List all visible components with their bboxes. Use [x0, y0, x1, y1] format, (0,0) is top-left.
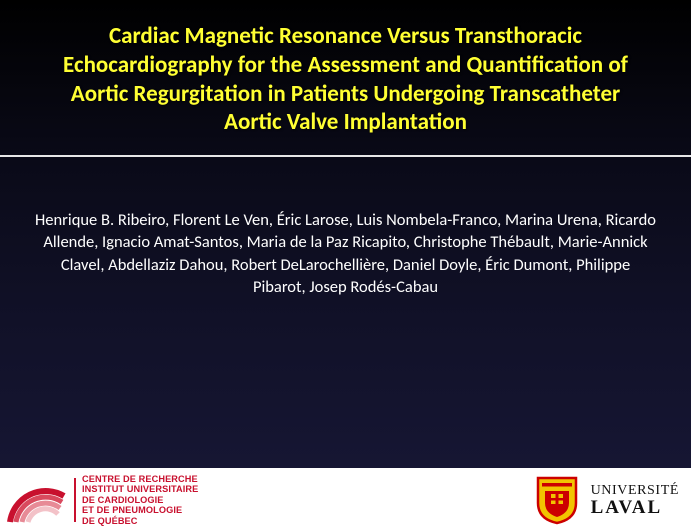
crc-line3: DE CARDIOLOGIE: [82, 495, 198, 506]
laval-line1: UNIVERSITÉ: [591, 484, 679, 498]
crc-arc-icon: [6, 474, 68, 526]
laval-shield-icon: [529, 474, 585, 526]
laval-logo-text: UNIVERSITÉ LAVAL: [591, 484, 679, 517]
logo-left-crc: CENTRE DE RECHERCHE INSTITUT UNIVERSITAI…: [0, 468, 198, 532]
logo-right-laval: UNIVERSITÉ LAVAL: [529, 468, 683, 532]
crc-logo-mark: [0, 468, 74, 532]
laval-line2: LAVAL: [591, 498, 679, 517]
crc-line5: DE QUÉBEC: [82, 516, 198, 527]
authors-block: Henrique B. Ribeiro, Florent Le Ven, Éri…: [0, 157, 691, 468]
footer-bar: CENTRE DE RECHERCHE INSTITUT UNIVERSITAI…: [0, 468, 691, 532]
crc-line2: INSTITUT UNIVERSITAIRE: [82, 484, 198, 495]
horizontal-divider: [0, 155, 691, 157]
authors-list: Henrique B. Ribeiro, Florent Le Ven, Éri…: [34, 209, 657, 298]
presentation-slide: Cardiac Magnetic Resonance Versus Transt…: [0, 0, 691, 532]
crc-line4: ET DE PNEUMOLOGIE: [82, 505, 198, 516]
title-block: Cardiac Magnetic Resonance Versus Transt…: [0, 0, 691, 155]
crc-line1: CENTRE DE RECHERCHE: [82, 474, 198, 485]
slide-title: Cardiac Magnetic Resonance Versus Transt…: [40, 22, 651, 137]
crc-logo-text: CENTRE DE RECHERCHE INSTITUT UNIVERSITAI…: [74, 478, 198, 522]
